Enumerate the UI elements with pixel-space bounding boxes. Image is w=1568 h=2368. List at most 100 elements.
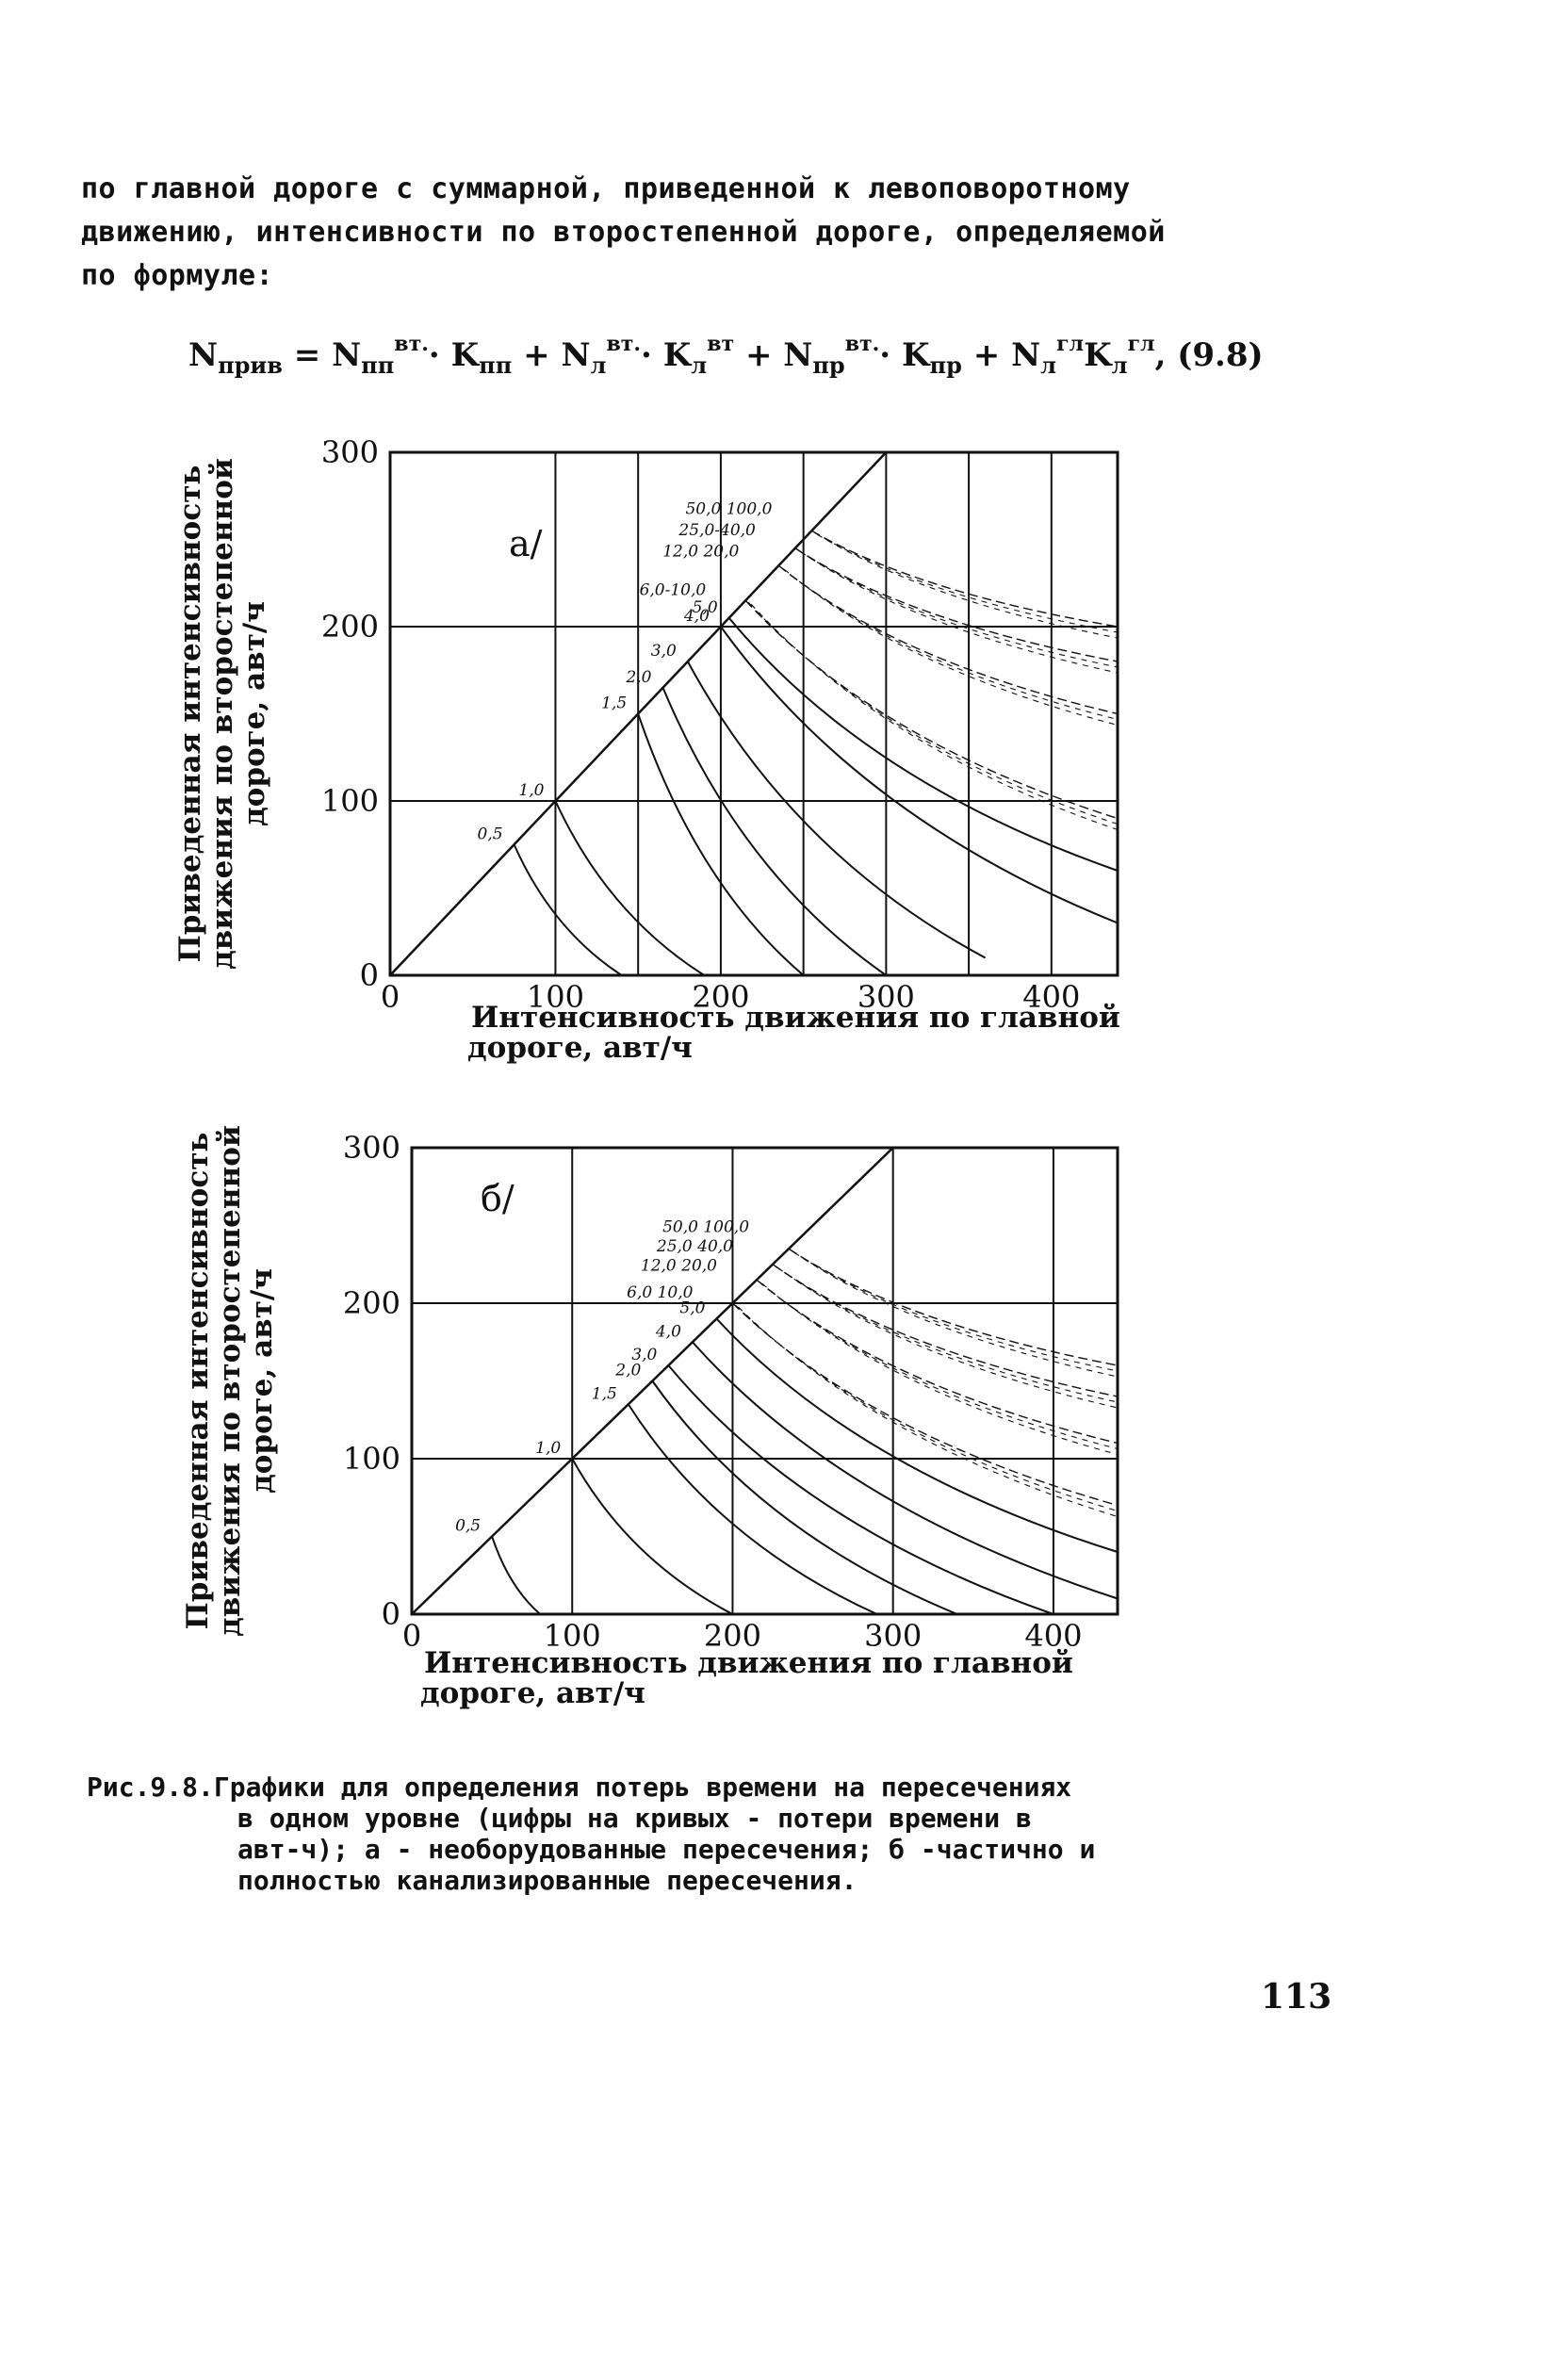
plot-frame [410, 1146, 1119, 1616]
formula-sub: пр [812, 351, 845, 379]
paragraph-line: по главной дороге с суммарной, приведенн… [81, 172, 1131, 205]
formula-term: K [901, 336, 930, 374]
chart-b: 0,5 1,0 1,5 2,0 3,0 4,0 5,0 6,0 10,0 12,0 20,0 25… [0, 1117, 1568, 1739]
x-axis-title: Интенсивность движения по главной [471, 1001, 1120, 1035]
curve-label: 0,5 [455, 1517, 481, 1536]
formula-sup: гл [1127, 332, 1155, 356]
loss-curve [772, 1264, 1119, 1397]
x-tick-label: 100 [544, 1618, 601, 1654]
loss-curve [788, 1248, 1119, 1366]
formula-sub: пп [479, 351, 513, 379]
formula-number: (9.8) [1177, 336, 1264, 374]
loss-curve [759, 1281, 1119, 1450]
formula-term: K [450, 336, 480, 374]
formula-term: K [1084, 336, 1112, 374]
caption-line: Рис.9.8.Графики для определения потерь в… [87, 1772, 1072, 1803]
y-tick-label: 100 [321, 783, 379, 819]
loss-curve [750, 603, 1119, 831]
formula-term: N [332, 336, 362, 374]
y-axis-title: дороге, авт/ч [237, 601, 271, 826]
x-tick-label: 0 [402, 1618, 421, 1654]
loss-curve [571, 1458, 733, 1615]
loss-curve [797, 549, 1119, 668]
y-tick-label: 200 [321, 609, 379, 645]
x-tick-label: 200 [704, 1618, 761, 1654]
x-axis-title: Интенсивность движения по главной [424, 1646, 1073, 1680]
formula-sup: гл [1056, 332, 1085, 356]
x-tick-label: 0 [381, 979, 400, 1015]
loss-curve [662, 687, 887, 976]
formula-term: N [1011, 336, 1041, 374]
loss-curve [756, 1279, 1119, 1445]
curve-label: 0,5 [478, 825, 503, 843]
formula-lhs: N [188, 336, 219, 374]
y-tick-label: 200 [343, 1285, 400, 1321]
loss-curve [738, 1306, 1119, 1518]
curve-label: 5,0 [693, 598, 718, 617]
formula-sup: вт. [394, 332, 429, 356]
loss-curve [780, 566, 1119, 721]
loss-curve [731, 1302, 1119, 1507]
body-paragraph: по главной дороге с суммарной, приведенн… [81, 168, 1297, 298]
formula-sub: прив [218, 351, 283, 379]
chart-a-svg: 0,5 1,0 1,5 2,03,0 4,05,06,0-10,0 12,0 20,0 25… [173, 434, 1120, 1065]
formula-sup: вт. [606, 332, 642, 356]
x-tick-label: 100 [527, 979, 584, 1015]
y-tick-label: 100 [343, 1441, 400, 1477]
formula-sub: л [590, 351, 607, 379]
curve-label: 12,0 20,0 [641, 1256, 717, 1275]
loss-curve [637, 713, 805, 976]
y-tick-label: 0 [360, 957, 379, 993]
formula-term: K [662, 336, 692, 374]
y-axis-title: Приведенная интенсивность [181, 1133, 215, 1630]
paragraph-line: по формуле: [81, 259, 274, 292]
loss-curve [783, 568, 1119, 727]
x-tick-label: 300 [864, 1618, 922, 1654]
caption-line: полностью канализированные пересечения. [237, 1865, 858, 1896]
y-axis-title: Приведенная интенсивность [173, 465, 207, 963]
y-tick-label: 300 [321, 434, 379, 470]
formula-sup: вт [707, 332, 735, 356]
y-tick-label: 300 [343, 1130, 400, 1166]
formula-term: N [561, 336, 591, 374]
curve-label: 6,0-10,0 [640, 580, 707, 599]
formula-sub: пр [929, 351, 962, 379]
curve-label: 1,0 [535, 1439, 561, 1458]
loss-curve [794, 547, 1119, 662]
curve-label: 50,0 100,0 [685, 499, 772, 518]
curve-label: 25,0-40,0 [678, 521, 756, 540]
loss-curve [667, 1364, 1054, 1615]
loss-curve [491, 1536, 541, 1615]
loss-curve [720, 626, 1119, 924]
curve-label: 3,0 [631, 1346, 657, 1364]
curve-label: 12,0 20,0 [662, 542, 739, 561]
curve-label: 1,0 [518, 781, 544, 800]
curve-label: 5,0 [679, 1299, 705, 1318]
curve-label: 50,0 100,0 [662, 1217, 749, 1236]
caption-line: авт-ч); а - необорудованные пересечения;… [237, 1834, 1096, 1865]
loss-curve [761, 1282, 1119, 1456]
curve-label: 1,5 [592, 1384, 617, 1403]
x-axis-title: дороге, авт/ч [467, 1031, 693, 1065]
y-axis-title: движения по второстепенной [205, 458, 239, 970]
formula-sub: л [691, 351, 708, 379]
curve-label: 4,0 [683, 607, 710, 626]
chart-b-svg: 0,5 1,0 1,5 2,03,0 4,0 5,06,0 10,0 12,0 20,025… [181, 1125, 1119, 1710]
x-tick-label: 400 [1024, 1618, 1082, 1654]
figure-caption: Рис.9.8.Графики для определения потерь в… [87, 1772, 1331, 1896]
loss-curve [817, 533, 1119, 639]
loss-curve [727, 617, 1119, 872]
loss-curve [814, 531, 1119, 633]
loss-curve [791, 1249, 1119, 1372]
chart-a: 0,5 1,0 1,5 2,0 3,0 4,0 5,0 6,0-10,0 12,0 20,0 25… [0, 415, 1568, 1112]
paragraph-line: движению, интенсивности по второстепенно… [81, 216, 1166, 249]
curve-label: 3,0 [651, 642, 677, 661]
formula-sub: пп [361, 351, 395, 379]
curve-label: 1,5 [601, 694, 627, 713]
formula-term: N [783, 336, 813, 374]
loss-curve [627, 1403, 878, 1615]
loss-curve [775, 1266, 1119, 1403]
loss-curve [513, 843, 623, 976]
curve-label: 2,0 [625, 668, 651, 687]
y-axis-title: дороге, авт/ч [245, 1268, 279, 1494]
